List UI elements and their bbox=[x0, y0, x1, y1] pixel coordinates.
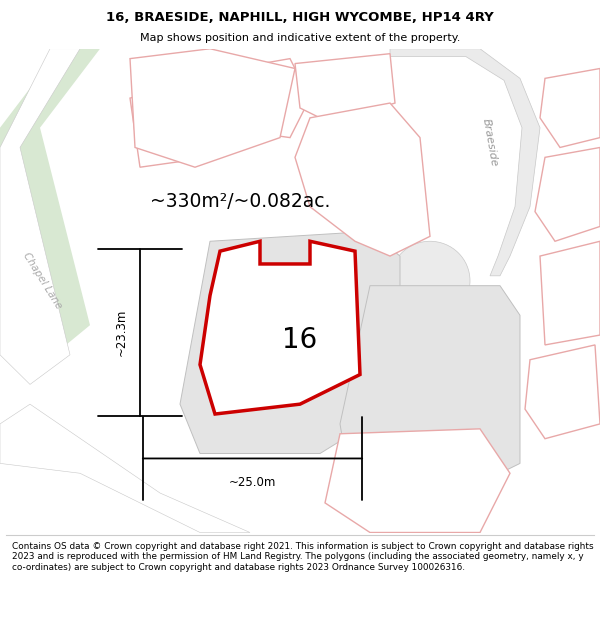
Polygon shape bbox=[0, 404, 250, 532]
Polygon shape bbox=[180, 231, 400, 454]
Polygon shape bbox=[390, 49, 540, 276]
Circle shape bbox=[390, 241, 470, 320]
Polygon shape bbox=[325, 429, 510, 532]
Polygon shape bbox=[295, 103, 430, 256]
Text: 16, BRAESIDE, NAPHILL, HIGH WYCOMBE, HP14 4RY: 16, BRAESIDE, NAPHILL, HIGH WYCOMBE, HP1… bbox=[106, 11, 494, 24]
Polygon shape bbox=[200, 241, 360, 414]
Polygon shape bbox=[535, 148, 600, 241]
Text: 16: 16 bbox=[283, 326, 317, 354]
Polygon shape bbox=[525, 345, 600, 439]
Text: Contains OS data © Crown copyright and database right 2021. This information is : Contains OS data © Crown copyright and d… bbox=[12, 542, 593, 571]
Polygon shape bbox=[295, 54, 395, 122]
Text: Braeside: Braeside bbox=[481, 118, 499, 168]
Polygon shape bbox=[205, 59, 310, 138]
Text: ~25.0m: ~25.0m bbox=[229, 476, 276, 489]
Text: ~330m²/~0.082ac.: ~330m²/~0.082ac. bbox=[150, 192, 331, 211]
Polygon shape bbox=[540, 241, 600, 345]
Polygon shape bbox=[340, 286, 520, 493]
Text: Map shows position and indicative extent of the property.: Map shows position and indicative extent… bbox=[140, 33, 460, 43]
Text: ~23.3m: ~23.3m bbox=[115, 309, 128, 356]
Polygon shape bbox=[540, 69, 600, 148]
Polygon shape bbox=[0, 49, 80, 384]
Polygon shape bbox=[0, 49, 100, 374]
Text: Chapel Lane: Chapel Lane bbox=[20, 251, 64, 311]
Polygon shape bbox=[130, 49, 295, 168]
Polygon shape bbox=[130, 78, 230, 168]
